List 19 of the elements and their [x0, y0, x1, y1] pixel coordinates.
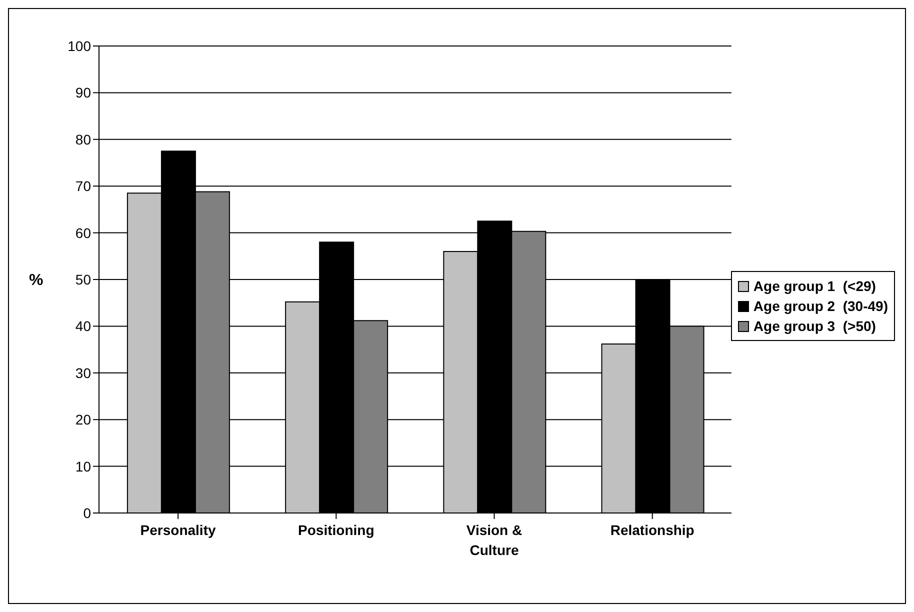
y-tick-label: 90: [75, 84, 92, 101]
y-tick-label: 0: [83, 504, 92, 521]
y-axis-title: %: [29, 272, 44, 290]
y-tick-label: 60: [75, 224, 92, 241]
y-tick-label: 20: [75, 412, 92, 428]
y-tick-label: 40: [75, 318, 92, 334]
y-tick-label: 10: [75, 458, 92, 474]
legend-label: Age group 1 (<29): [753, 277, 876, 296]
y-tick-label: 50: [75, 271, 92, 288]
y-tick-label: 100: [68, 38, 92, 54]
y-tick-label: 70: [75, 178, 92, 194]
x-tick-label: Personality: [140, 522, 216, 538]
legend-label: Age group 3 (>50): [753, 317, 876, 336]
x-tick-label: Vision & Culture: [466, 522, 522, 558]
legend-label: Age group 2 (30-49): [753, 297, 888, 316]
x-tick-label: Positioning: [298, 522, 374, 538]
x-tick-label: Relationship: [610, 522, 694, 538]
y-tick-label: 30: [75, 364, 92, 381]
y-tick-label: 80: [75, 131, 92, 148]
